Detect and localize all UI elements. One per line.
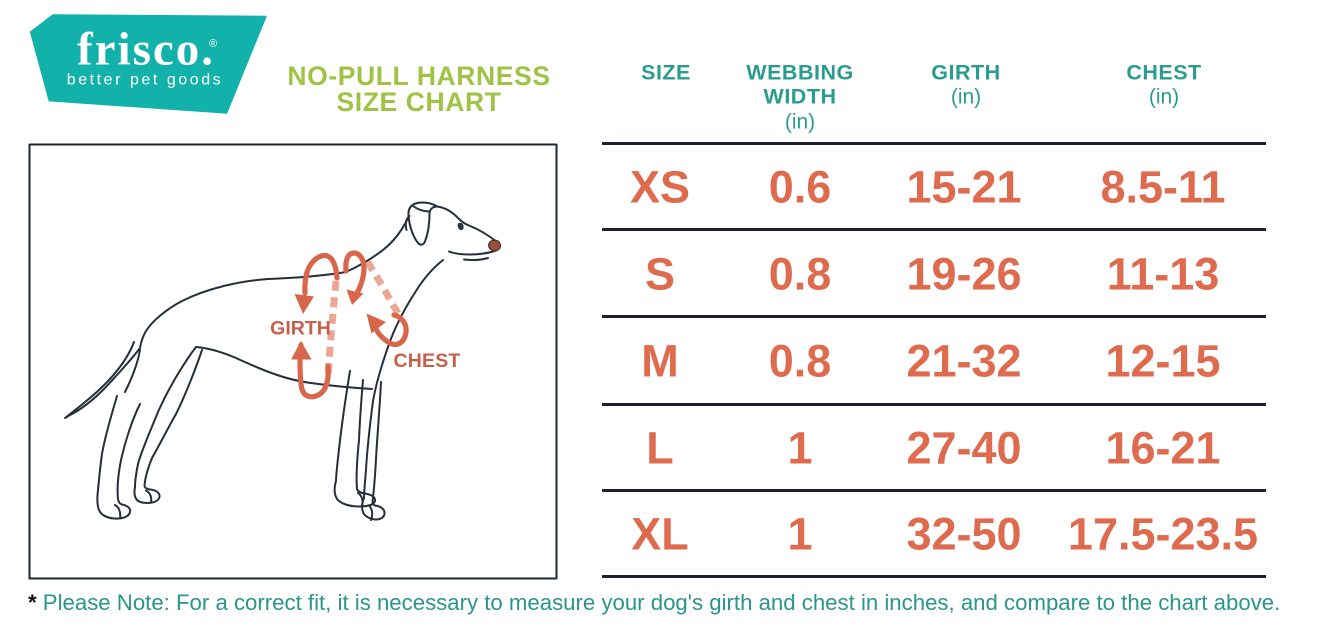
svg-text:GIRTH: GIRTH [270,318,331,340]
svg-text:frisco.: frisco. [77,24,215,76]
svg-text:®: ® [209,38,217,50]
svg-text:better pet goods: better pet goods [67,72,223,89]
svg-text:CHEST: CHEST [393,350,460,372]
